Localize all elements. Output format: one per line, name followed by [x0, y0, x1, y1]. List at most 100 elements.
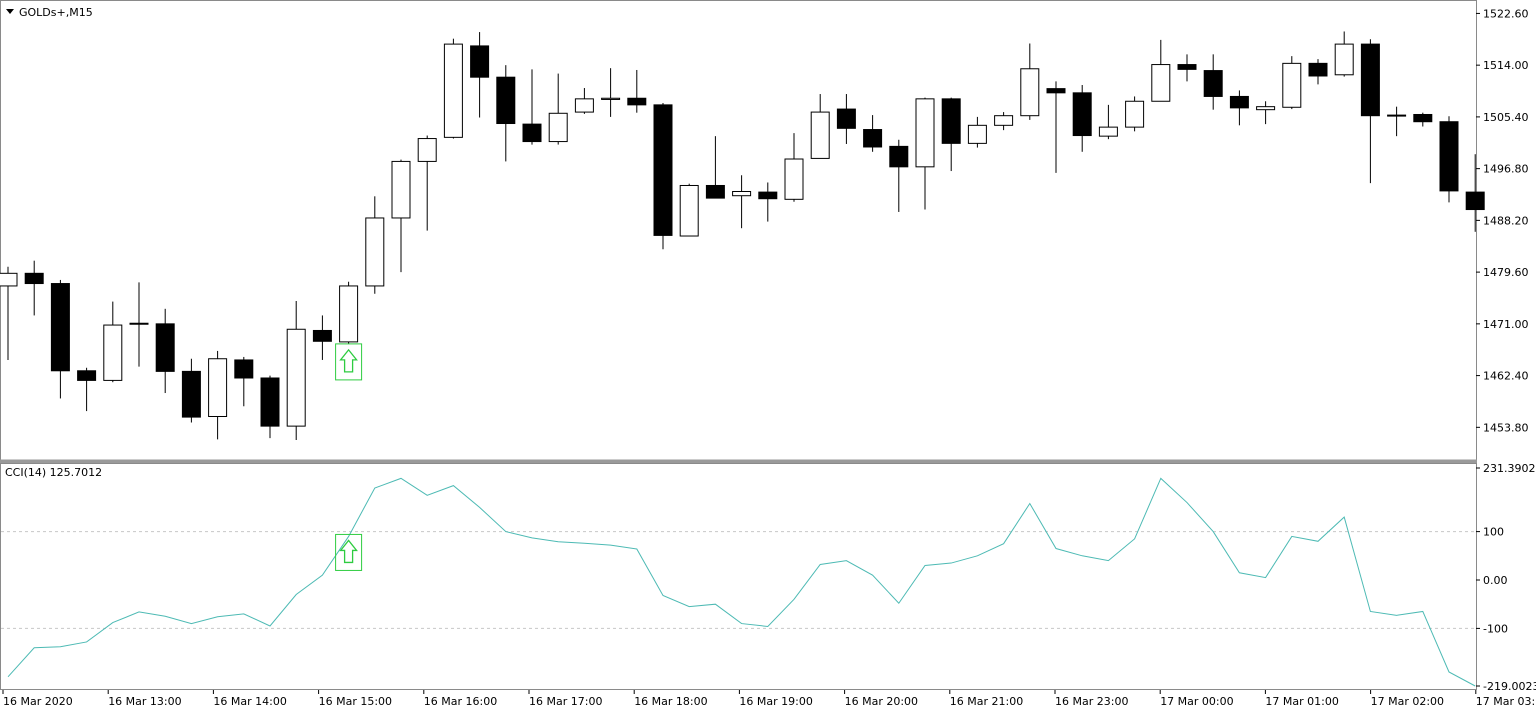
candle-body-bear: [1360, 43, 1380, 117]
price-tick-label: 1462.40: [1483, 370, 1529, 383]
candle: [417, 135, 437, 231]
candle-body-bear: [889, 145, 909, 168]
time-tick-label: 17 Mar 01:00: [1265, 695, 1338, 708]
candle-body-bull: [391, 160, 411, 219]
candle-body-bull: [967, 124, 987, 144]
up-arrow-glyph: [339, 348, 358, 373]
candle: [810, 94, 830, 159]
candle-body-bear: [470, 45, 490, 78]
time-tick-label: 16 Mar 17:00: [529, 695, 602, 708]
candle-body-bull: [339, 285, 359, 343]
candle-body-bull: [810, 111, 830, 159]
candle-body-bear: [1308, 62, 1328, 77]
candle: [784, 133, 804, 202]
time-tick-label: 17 Mar 00:00: [1160, 695, 1233, 708]
candle: [234, 356, 254, 407]
price-tick-label: 1505.40: [1483, 111, 1529, 124]
candle: [391, 159, 411, 273]
candle-body-bear: [1413, 113, 1433, 123]
candle: [496, 65, 516, 162]
candle: [181, 358, 201, 423]
candle: [1203, 54, 1223, 110]
cci-series-line: [7, 477, 1476, 687]
candle-body-bear: [1439, 121, 1459, 192]
candle-body-bull: [994, 115, 1014, 126]
candle-body-bear: [1229, 95, 1249, 109]
time-tick-label: 16 Mar 19:00: [739, 695, 812, 708]
candle: [0, 266, 18, 360]
candle: [1072, 85, 1092, 152]
candle: [1360, 39, 1380, 184]
cci-tick-label: 100: [1483, 526, 1504, 539]
candle-body-bear: [129, 322, 149, 325]
candle: [1229, 90, 1249, 126]
candle-body-bear: [496, 76, 516, 125]
candle-body-bear: [181, 370, 201, 418]
triangle-down-icon[interactable]: [6, 9, 14, 14]
candle: [1334, 31, 1354, 77]
time-tick-label: 17 Mar 02:00: [1371, 695, 1444, 708]
price-tick-label: 1514.00: [1483, 59, 1529, 72]
time-tick-label: 16 Mar 20:00: [845, 695, 918, 708]
candle-body-bull: [208, 358, 228, 417]
time-tick-label: 16 Mar 21:00: [950, 695, 1023, 708]
candle-body-bull: [1282, 62, 1302, 108]
candle-body-bear: [155, 323, 175, 372]
cci-tick-label: 231.3902: [1483, 462, 1536, 475]
candle: [994, 112, 1014, 131]
candle-body-bear: [312, 329, 332, 342]
time-tick-label: 16 Mar 14:00: [213, 695, 286, 708]
price-tick-label: 1496.80: [1483, 163, 1529, 176]
price-tick-label: 1522.60: [1483, 7, 1529, 20]
candle: [1125, 96, 1145, 132]
candle: [522, 69, 542, 145]
candle: [705, 136, 725, 199]
time-tick-label: 16 Mar 15:00: [319, 695, 392, 708]
price-tick-label: 1479.60: [1483, 266, 1529, 279]
candle-body-bear: [653, 104, 673, 236]
candle: [574, 88, 594, 114]
candle-body-bear: [863, 129, 883, 148]
candle: [889, 139, 909, 212]
candle: [443, 38, 463, 139]
candle: [1098, 104, 1118, 140]
symbol-label: GOLDs+,M15: [19, 6, 93, 19]
candle-body-bear: [941, 98, 961, 144]
candle: [365, 196, 385, 294]
up-arrow-glyph: [339, 539, 358, 564]
candle: [103, 301, 123, 383]
candle: [1151, 39, 1171, 102]
candle-body-bull: [1098, 126, 1118, 137]
candle-body-bull: [679, 184, 699, 237]
candle-body-bull: [1020, 68, 1040, 117]
candle-body-bear: [705, 184, 725, 199]
candle: [77, 367, 97, 412]
candle-body-bull: [548, 112, 568, 143]
candle: [548, 73, 568, 145]
buy-signal-box: [335, 533, 363, 571]
candle-body-bull: [601, 97, 621, 100]
candle: [155, 308, 175, 394]
price-axis: 1522.60 1514.00 1505.40 1496.80 1488.20 1479.…: [1476, 7, 1529, 434]
up-arrow-icon: [335, 343, 363, 381]
candle: [1308, 59, 1328, 85]
candle-body-bull: [1125, 100, 1145, 128]
candle-body-bear: [24, 272, 44, 285]
cci-tick-label: -100: [1483, 622, 1508, 635]
candle-body-bear: [522, 123, 542, 143]
candle: [1256, 101, 1276, 125]
candle: [679, 183, 699, 237]
candle-body-bear: [1465, 191, 1485, 211]
candle-body-bull: [443, 43, 463, 138]
cci-tick-label: 0.00: [1483, 574, 1508, 587]
candle: [732, 175, 752, 229]
candle: [1387, 106, 1407, 137]
candle: [1177, 54, 1197, 82]
pane-separator[interactable]: [0, 459, 1477, 464]
candle-body-bear: [1072, 92, 1092, 137]
time-tick-label: 16 Mar 18:00: [634, 695, 707, 708]
up-arrow-icon: [335, 533, 363, 571]
candles-layer: [0, 31, 1485, 440]
